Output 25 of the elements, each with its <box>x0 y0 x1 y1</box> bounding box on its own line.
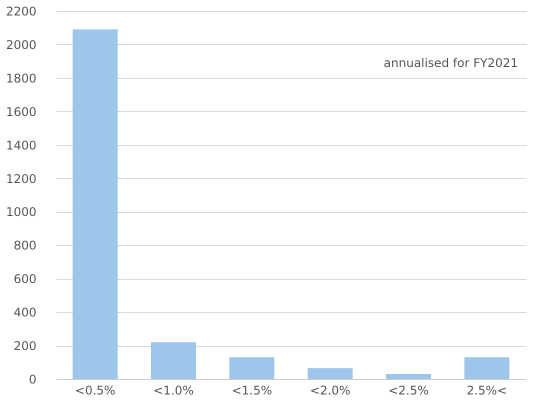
annotation: annualised for FY2021 <box>384 56 518 70</box>
y-tick-label: 200 <box>14 339 36 354</box>
x-tick-label: 2.5%< <box>466 384 508 398</box>
x-tick-label: <1.0% <box>153 384 194 398</box>
y-tick-label: 2000 <box>6 38 36 52</box>
y-tick-label: 1600 <box>6 104 36 119</box>
bar <box>229 357 274 379</box>
y-tick-label: 2200 <box>6 4 36 18</box>
bar <box>386 374 431 379</box>
x-tick-label: <1.5% <box>232 384 272 398</box>
y-tick-label: 800 <box>14 238 36 253</box>
bar <box>308 368 353 379</box>
y-tick-label: 1000 <box>6 205 36 220</box>
x-tick-label: <2.0% <box>310 384 350 398</box>
y-tick-label: 400 <box>14 306 36 320</box>
x-tick-label: <2.5% <box>388 384 429 398</box>
y-tick-label: 1800 <box>6 71 36 86</box>
bar <box>72 29 118 379</box>
bar <box>151 342 196 379</box>
bar <box>464 357 510 379</box>
y-tick-label: 600 <box>14 272 36 286</box>
x-tick-label: <0.5% <box>74 384 116 398</box>
y-tick-label: 0 <box>28 372 36 386</box>
y-tick-label: 1200 <box>6 172 36 186</box>
y-tick-label: 1400 <box>6 138 36 152</box>
